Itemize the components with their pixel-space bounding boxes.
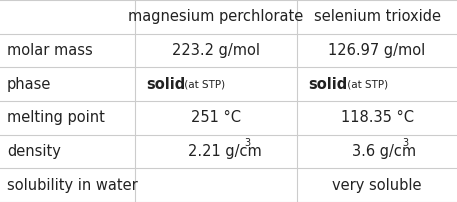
Text: solid: solid [308,77,348,92]
Text: density: density [7,144,61,159]
Text: very soluble: very soluble [332,178,422,193]
Text: 118.35 °C: 118.35 °C [340,110,414,125]
Text: molar mass: molar mass [7,43,93,58]
Text: melting point: melting point [7,110,105,125]
Text: solid: solid [146,77,186,92]
Text: 2.21 g/cm: 2.21 g/cm [188,144,262,159]
Text: solubility in water: solubility in water [7,178,138,193]
Text: 223.2 g/mol: 223.2 g/mol [172,43,260,58]
Text: 3: 3 [244,138,250,148]
Text: 251 °C: 251 °C [191,110,241,125]
Text: (at STP): (at STP) [344,79,388,89]
Text: 3.6 g/cm: 3.6 g/cm [352,144,416,159]
Text: magnesium perchlorate: magnesium perchlorate [128,9,303,24]
Text: 3: 3 [402,138,408,148]
Text: 126.97 g/mol: 126.97 g/mol [329,43,425,58]
Text: selenium trioxide: selenium trioxide [314,9,441,24]
Text: (at STP): (at STP) [181,79,226,89]
Text: phase: phase [7,77,51,92]
